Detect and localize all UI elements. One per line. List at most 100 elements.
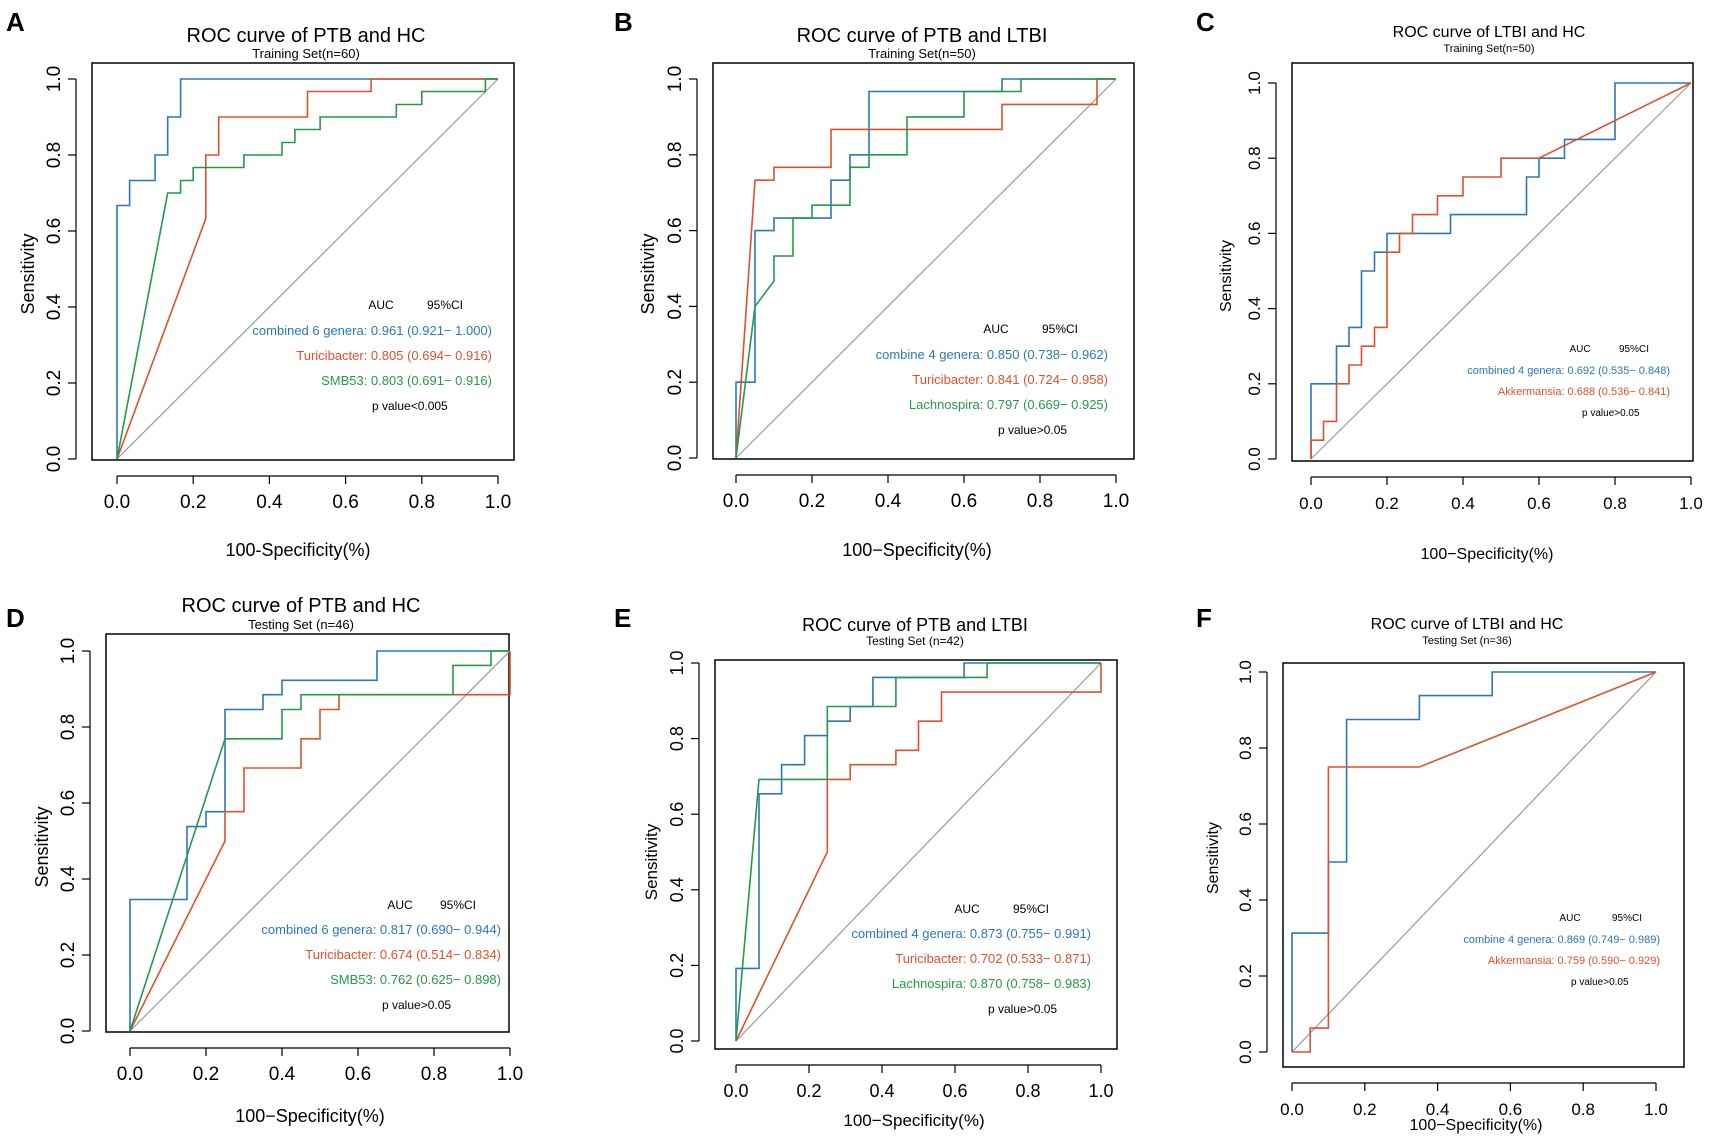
chart-subtitle: Testing Set (n=42) [866, 634, 964, 648]
plot-frame [105, 633, 510, 1033]
y-axis-label: Sensitivity [642, 823, 661, 900]
p-value-label: p value<0.005 [372, 399, 448, 413]
legend-entry-akkermansia: Akkermansia: 0.688 (0.536− 0.841) [1498, 386, 1670, 398]
legend-entry-combined-6-genera: combined 6 genera: 0.961 (0.921− 1.000) [252, 323, 492, 338]
roc-line-combined-4-genera [1310, 82, 1691, 459]
x-tick-label: 0.2 [796, 1081, 821, 1101]
y-tick-label: 0.4 [58, 865, 79, 892]
x-tick-label: 0.8 [1603, 494, 1627, 513]
y-tick-label: 0.0 [1245, 447, 1264, 471]
y-tick-label: 0.4 [667, 877, 687, 902]
x-tick-label: 0.2 [180, 492, 206, 513]
x-tick-label: 0.0 [723, 491, 749, 512]
y-tick-label: 1.0 [1245, 71, 1264, 95]
plot-frame [1282, 662, 1685, 1068]
y-tick-label: 0.2 [44, 370, 65, 396]
panel-f: F ROC curve of LTBI and HC Testing Set (n=… [1196, 603, 1685, 1134]
x-tick-label: 0.0 [1280, 1100, 1304, 1119]
x-tick-label: 0.6 [951, 491, 977, 512]
legend-entry-combined-4-genera: combined 4 genera: 0.692 (0.535− 0.848) [1467, 365, 1670, 377]
legend-entry-combine-4-genera: combine 4 genera: 0.869 (0.749− 0.989) [1463, 934, 1660, 946]
roc-line-turicibacter [735, 78, 1116, 459]
y-tick-label: 0.8 [665, 142, 686, 168]
x-tick-label: 0.6 [1499, 1100, 1523, 1119]
legend-entry-lachnospira: Lachnospira: 0.870 (0.758− 0.983) [892, 976, 1091, 991]
y-tick-label: 0.8 [1236, 736, 1255, 760]
legend-header-ci: 95%CI [427, 298, 463, 312]
x-tick-label: 0.4 [1451, 494, 1475, 513]
legend-header-ci: 95%CI [440, 898, 476, 912]
roc-line-lachnospira [735, 78, 1116, 459]
x-tick-label: 1.0 [1103, 491, 1129, 512]
reference-diagonal [735, 78, 1117, 459]
chart-title: ROC curve of LTBI and HC [1393, 24, 1586, 41]
x-tick-label: 0.0 [117, 1064, 143, 1085]
chart-title: ROC curve of PTB and HC [182, 595, 421, 617]
reference-diagonal [735, 662, 1102, 1042]
legend-entry-lachnospira: Lachnospira: 0.797 (0.669− 0.925) [909, 397, 1108, 412]
legend-entry-turicibacter: Turicibacter: 0.674 (0.514− 0.834) [305, 947, 501, 962]
x-tick-label: 0.8 [1015, 1081, 1040, 1101]
legend-header-ci: 95%CI [1612, 913, 1642, 924]
legend-entry-turicibacter: Turicibacter: 0.805 (0.694− 0.916) [296, 348, 492, 363]
x-tick-label: 1.0 [485, 492, 511, 513]
y-axis-label: Sensitivity [638, 233, 658, 314]
x-tick-label: 0.8 [1571, 1100, 1595, 1119]
panel-letter: B [614, 7, 633, 37]
legend-header-auc: AUC [1569, 344, 1590, 355]
x-tick-label: 1.0 [497, 1064, 523, 1085]
roc-line-combine-4-genera [1291, 671, 1656, 1052]
legend-entry-akkermansia: Akkermansia: 0.759 (0.590− 0.929) [1488, 955, 1660, 967]
chart-subtitle: Testing Set (n=36) [1422, 635, 1512, 647]
y-tick-label: 0.4 [665, 293, 686, 320]
y-tick-label: 0.2 [667, 953, 687, 978]
legend-header-auc: AUC [387, 898, 413, 912]
p-value-label: p value>0.05 [1571, 977, 1629, 988]
y-tick-label: 1.0 [1236, 660, 1255, 684]
x-tick-label: 0.2 [1353, 1100, 1377, 1119]
y-tick-label: 0.4 [1245, 297, 1264, 321]
x-tick-label: 0.4 [256, 492, 283, 513]
x-tick-label: 0.8 [1027, 491, 1053, 512]
x-axis-label: 100−Specificity(%) [235, 1106, 385, 1126]
y-tick-label: 1.0 [665, 66, 686, 92]
roc-line-combined-6-genera [116, 78, 498, 459]
y-tick-label: 0.6 [665, 217, 686, 243]
roc-line-turicibacter [116, 78, 498, 460]
legend-entry-smb53: SMB53: 0.762 (0.625− 0.898) [330, 972, 501, 987]
x-tick-label: 0.8 [409, 492, 435, 513]
x-axis-label: 100−Specificity(%) [1421, 546, 1554, 563]
roc-line-akkermansia [1292, 671, 1657, 1053]
chart-title: ROC curve of LTBI and HC [1371, 616, 1564, 633]
legend-entry-smb53: SMB53: 0.803 (0.691− 0.916) [321, 373, 492, 388]
chart-title: ROC curve of PTB and HC [187, 25, 426, 47]
y-tick-label: 0.6 [44, 218, 65, 244]
legend-entry-combine-4-genera: combine 4 genera: 0.850 (0.738− 0.962) [876, 347, 1108, 362]
roc-line-smb53 [116, 78, 498, 460]
reference-diagonal [1291, 671, 1657, 1053]
panel-letter: A [6, 7, 25, 37]
x-tick-label: 0.4 [1426, 1100, 1450, 1119]
y-axis-label: Sensitivity [18, 233, 38, 314]
y-tick-label: 0.6 [1236, 812, 1255, 836]
chart-subtitle: Testing Set (n=46) [248, 617, 354, 632]
panel-letter: C [1196, 7, 1215, 37]
legend-entry-turicibacter: Turicibacter: 0.702 (0.533− 0.871) [895, 951, 1091, 966]
x-tick-label: 1.0 [1644, 1100, 1668, 1119]
y-tick-label: 0.8 [44, 142, 65, 168]
x-axis-label: 100−Specificity(%) [842, 540, 992, 560]
y-tick-label: 0.0 [1236, 1040, 1255, 1064]
roc-line-smb53 [129, 650, 510, 1032]
y-tick-label: 1.0 [44, 66, 65, 92]
y-tick-label: 0.6 [667, 802, 687, 827]
legend-header-ci: 95%CI [1042, 322, 1078, 336]
y-tick-label: 0.2 [665, 369, 686, 395]
x-tick-label: 0.6 [1527, 494, 1551, 513]
legend-header-auc: AUC [983, 322, 1009, 336]
panel-letter: D [6, 603, 25, 633]
x-tick-label: 0.4 [269, 1064, 296, 1085]
y-tick-label: 0.4 [1236, 888, 1255, 912]
chart-title: ROC curve of PTB and LTBI [802, 615, 1028, 635]
y-tick-label: 0.6 [58, 790, 79, 816]
